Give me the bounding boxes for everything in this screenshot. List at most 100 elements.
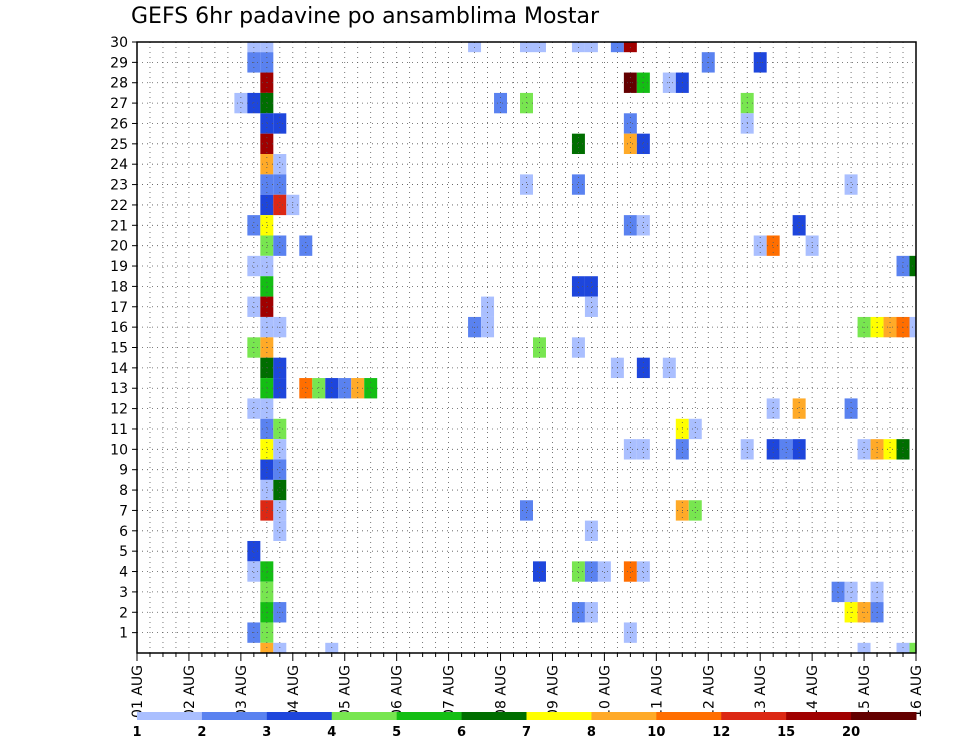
y-axis: 1234567891011121314151617181920212223242… [110, 35, 137, 642]
heatmap-cell [520, 174, 533, 195]
heatmap-cell [312, 378, 326, 399]
heatmap-cell [260, 296, 274, 317]
heatmap-cell [325, 378, 339, 399]
y-tick-label: 7 [119, 503, 128, 519]
x-tick-label: 13 AUG [753, 665, 769, 718]
heatmap-cell [753, 235, 767, 256]
y-tick-label: 2 [119, 605, 128, 621]
y-tick-label: 30 [110, 35, 128, 51]
heatmap-cell [623, 133, 637, 155]
heatmap-cell [636, 439, 650, 460]
legend-swatch [526, 712, 592, 720]
heatmap-cell [688, 500, 702, 521]
heatmap-cell [260, 479, 274, 501]
y-tick-label: 9 [119, 463, 128, 479]
heatmap-cell [247, 561, 261, 582]
heatmap-cell [273, 479, 287, 501]
heatmap-cell [260, 459, 274, 480]
legend-swatch [201, 712, 268, 720]
y-tick-label: 23 [110, 178, 128, 194]
x-tick-label: 10 AUG [597, 665, 613, 718]
heatmap-cell [584, 561, 598, 582]
heatmap-cell [792, 398, 806, 419]
x-tick-label: 14 AUG [805, 665, 821, 718]
y-tick-label: 19 [110, 259, 128, 275]
heatmap-cell [766, 235, 780, 256]
heatmap-cell [260, 561, 274, 582]
x-tick-label: 09 AUG [545, 665, 561, 718]
legend-swatch [266, 712, 333, 720]
heatmap-cell [844, 174, 858, 195]
legend-swatch [396, 712, 463, 720]
y-tick-label: 28 [110, 76, 128, 92]
legend-label: 1 [132, 725, 141, 740]
heatmap-cell [571, 561, 585, 582]
heatmap-cell [623, 113, 637, 134]
heatmap-cell [273, 459, 287, 480]
heatmap-cell [273, 500, 287, 521]
heatmap-cell [494, 92, 508, 114]
heatmap-cell [260, 92, 274, 114]
heatmap-cell [766, 439, 780, 460]
y-tick-label: 16 [110, 320, 128, 336]
heatmap-cell [520, 500, 533, 521]
y-tick-label: 24 [110, 157, 128, 173]
heatmap-cell [636, 215, 650, 236]
y-tick-label: 13 [110, 381, 128, 397]
x-axis: 01 AUG 02 AUG 03 AUG 04 AUG 05 AUG 06 AUG 07 A… [130, 653, 925, 718]
y-tick-label: 12 [110, 402, 128, 418]
y-tick-label: 8 [119, 483, 128, 499]
heatmap-cell [896, 255, 910, 277]
chart-title: GEFS 6hr padavine po ansamblima Mostar [131, 4, 600, 29]
legend-swatch [461, 712, 527, 720]
legend-swatch [137, 712, 203, 720]
heatmap-cell [766, 398, 780, 419]
heatmap-cell [299, 378, 313, 399]
heatmap-cell [273, 154, 287, 175]
legend-label: 10 [647, 725, 665, 740]
heatmap-cell [247, 398, 261, 419]
heatmap-cell [273, 520, 287, 541]
heatmap-cell [273, 113, 287, 134]
legend-swatch [591, 712, 657, 720]
y-tick-label: 3 [119, 585, 128, 601]
heatmap-cell [260, 154, 274, 175]
heatmap-cell [273, 194, 287, 216]
x-tick-label: 04 AUG [286, 665, 302, 718]
legend-label: 2 [197, 725, 206, 740]
y-tick-label: 18 [110, 279, 128, 295]
heatmap-cell [844, 398, 858, 419]
heatmap-cell [844, 581, 858, 603]
legend-label: 6 [457, 725, 466, 740]
heatmap-cell [260, 113, 274, 134]
heatmap-cell [260, 194, 274, 216]
heatmap-cell [273, 418, 287, 440]
heatmap-cell [520, 92, 533, 114]
heatmap-cell [273, 174, 287, 195]
heatmap-cell [247, 255, 261, 277]
heatmap-cell [636, 133, 650, 155]
y-tick-label: 4 [119, 565, 128, 581]
heatmap-cell [532, 561, 546, 582]
heatmap-cell [247, 92, 261, 114]
legend: 1 2 3 4 5 6 7 8 10 12 15 20 [132, 712, 917, 740]
x-tick-label: 16 AUG [909, 665, 925, 718]
heatmap-cell [792, 215, 806, 236]
heatmap-cell [260, 418, 274, 440]
legend-label: 20 [842, 725, 860, 740]
heatmap-cell [273, 235, 287, 256]
y-tick-label: 6 [119, 524, 128, 540]
x-tick-label: 12 AUG [701, 665, 717, 718]
legend-swatch [656, 712, 722, 720]
heatmap-cell [260, 500, 274, 521]
x-tick-label: 06 AUG [390, 665, 406, 718]
grid-lines [136, 41, 917, 653]
heatmap-cells [234, 42, 916, 653]
legend-label: 3 [262, 725, 271, 740]
y-tick-label: 1 [119, 626, 128, 642]
heatmap-cell [260, 439, 274, 460]
y-tick-label: 17 [110, 300, 128, 316]
legend-label: 15 [777, 725, 795, 740]
heatmap-cell [260, 398, 274, 419]
